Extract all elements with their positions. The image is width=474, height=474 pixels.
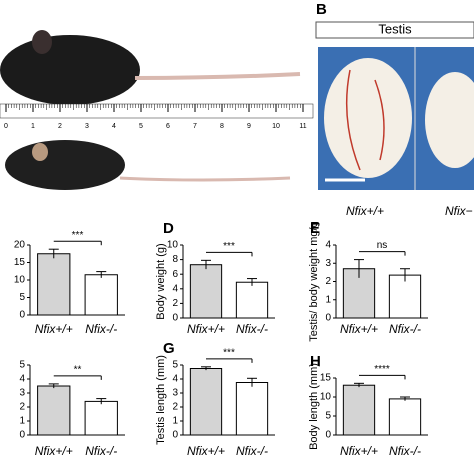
x-tick-label: Nfix-/- (389, 444, 421, 458)
y-tick-label: 10 (14, 275, 26, 286)
bar (388, 398, 422, 436)
significance-label: **** (374, 364, 390, 375)
mouse-ear (32, 143, 48, 161)
y-axis-label: Body length (mm) (308, 363, 320, 450)
panel-label: D (163, 220, 174, 237)
header: Testis (378, 21, 412, 36)
panel-label: E (310, 220, 320, 237)
significance-label: *** (223, 347, 235, 358)
x-tick-label: Nfix+/+ (187, 444, 225, 458)
y-tick-label: 2 (172, 402, 178, 413)
testis-ko (425, 72, 474, 168)
x-tick-label: Nfix+/+ (340, 322, 378, 336)
y-tick-label: 0 (325, 430, 331, 441)
significance-label: *** (223, 241, 235, 252)
y-tick-label: 15 (14, 257, 26, 268)
y-tick-label: 0 (19, 310, 25, 321)
bar (388, 274, 422, 319)
x-tick-label: Nfix-/- (236, 322, 268, 336)
y-tick-label: 5 (172, 360, 178, 371)
y-tick-label: 10 (320, 392, 332, 403)
y-tick-label: 4 (325, 240, 331, 251)
header-box (315, 21, 474, 39)
y-tick-label: 8 (172, 254, 178, 265)
y-tick-label: 3 (19, 388, 25, 399)
significance-label: ns (377, 240, 388, 251)
y-tick-label: 5 (325, 411, 331, 422)
bar (37, 385, 71, 436)
y-tick-label: 0 (172, 430, 178, 441)
panel-label: B (316, 1, 327, 18)
ruler-label: 8 (220, 123, 224, 130)
panel-label: G (163, 340, 175, 357)
significance-label: ** (74, 365, 82, 376)
bar (235, 382, 269, 436)
bar (189, 368, 223, 436)
ruler-label: 2 (58, 123, 62, 130)
bar (84, 400, 118, 436)
ruler-label: 10 (272, 123, 280, 130)
y-axis-label: Testis/ body weight mg/g (308, 221, 320, 341)
significance-label: *** (72, 230, 84, 241)
mouse-bottom (5, 140, 125, 190)
vessels (345, 69, 385, 171)
y-tick-label: 3 (172, 388, 178, 399)
ruler-label: 9 (247, 123, 251, 130)
y-tick-label: 3 (325, 258, 331, 269)
y-tick-label: 2 (172, 298, 178, 309)
y-tick-label: 15 (320, 373, 332, 384)
bar (37, 253, 71, 316)
mouse-tail (119, 176, 291, 182)
ruler-label: 4 (112, 123, 116, 130)
ruler-label: 5 (139, 123, 143, 130)
ruler-label: 7 (193, 123, 197, 130)
caption: Nfix+/+ (346, 204, 384, 218)
ruler-ticks: 0 1 2 3 4 5 6 7 8 9 10 11 (4, 104, 307, 130)
ruler-label: 3 (85, 123, 89, 130)
bar (342, 384, 376, 436)
x-tick-label: Nfix-/- (389, 322, 421, 336)
panel-label: H (310, 353, 321, 370)
y-tick-label: 0 (325, 313, 331, 324)
y-tick-label: 10 (167, 240, 179, 251)
y-tick-label: 4 (172, 283, 178, 294)
ruler-label: 6 (166, 123, 170, 130)
y-tick-label: 2 (19, 402, 25, 413)
caption: Nfix− (445, 204, 473, 218)
y-tick-label: 1 (172, 416, 178, 427)
y-tick-label: 1 (19, 416, 25, 427)
y-tick-label: 0 (172, 313, 178, 324)
bar (235, 281, 269, 319)
x-tick-label: Nfix-/- (236, 444, 268, 458)
mouse-ear (32, 30, 52, 54)
x-tick-label: Nfix+/+ (35, 444, 73, 458)
y-tick-label: 5 (19, 360, 25, 371)
y-axis-label: Body weight (g) (155, 243, 167, 319)
x-tick-label: Nfix-/- (85, 444, 117, 458)
ruler (0, 103, 314, 119)
y-axis-label: Testis length (mm) (155, 355, 167, 445)
x-tick-label: Nfix+/+ (187, 322, 225, 336)
mouse-top (0, 35, 140, 105)
bar (84, 274, 118, 316)
x-tick-label: Nfix-/- (85, 322, 117, 336)
ruler-label: 0 (4, 123, 8, 130)
mouse-tail (134, 72, 301, 80)
x-tick-label: Nfix+/+ (35, 322, 73, 336)
testis-wt (324, 58, 412, 178)
x-tick-label: Nfix+/+ (340, 444, 378, 458)
y-tick-label: 20 (14, 240, 26, 251)
y-tick-label: 1 (325, 294, 331, 305)
y-tick-label: 5 (19, 292, 25, 303)
y-tick-label: 2 (325, 276, 331, 287)
y-tick-label: 0 (19, 430, 25, 441)
y-tick-label: 6 (172, 269, 178, 280)
y-tick-label: 4 (19, 374, 25, 385)
ruler-label: 1 (31, 123, 35, 130)
ruler-label: 11 (299, 123, 306, 130)
bar (189, 264, 223, 319)
y-tick-label: 4 (172, 374, 178, 385)
